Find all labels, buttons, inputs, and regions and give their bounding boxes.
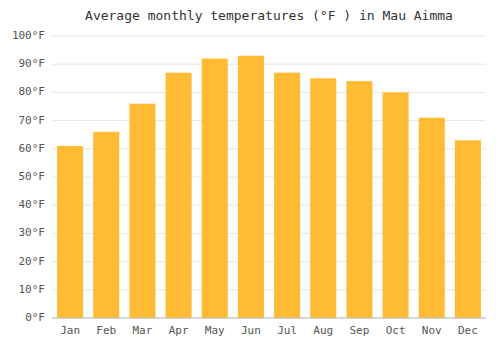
x-axis-line [52,318,486,319]
bar [419,118,445,318]
x-tick-label: Jul [277,324,297,337]
y-tick-label: 70°F [19,114,46,127]
x-tick-label: Jun [241,324,261,337]
x-tick-label: Apr [169,324,189,337]
bars [57,56,481,318]
y-tick-label: 80°F [19,85,46,98]
y-tick-label: 30°F [19,226,46,239]
x-tick-label: Aug [313,324,333,337]
x-tick-label: Nov [422,324,442,337]
bar [238,56,264,318]
bar [129,104,155,318]
y-tick-label: 90°F [19,57,46,70]
chart: 0°F 10°F 20°F 30°F 40°F 50°F 60°F 70°F 80°F 90°F 1… [0,0,500,350]
x-tick-label: Mar [132,324,152,337]
grid-line [52,36,486,37]
bar [166,73,192,318]
bar [57,146,83,318]
page: {"chart_data": {"type": "bar", "title": … [0,0,500,350]
x-axis: Jan Feb Mar Apr May Jun Jul Aug Sep Oct Nov Dec [52,318,486,337]
y-tick-label: 50°F [19,170,46,183]
x-tick-label: Sep [349,324,369,337]
x-tick-label: Feb [96,324,116,337]
grid-line [52,64,486,65]
y-tick-label: 100°F [12,29,45,42]
title: Average monthly temperatures (°F ) in Ma… [85,8,453,23]
y-axis: 0°F 10°F 20°F 30°F 40°F 50°F 60°F 70°F 80°F 90°F 1… [12,29,45,324]
x-tick-label: Dec [458,324,478,337]
grid-line [52,318,486,319]
y-tick-label: 20°F [19,255,46,268]
grid-line [52,92,486,93]
x-tick-label: May [205,324,225,337]
bar [93,132,119,318]
bar [274,73,300,318]
y-tick-label: 10°F [19,283,46,296]
x-tick-label: Jan [60,324,80,337]
x-tick-label: Oct [386,324,406,337]
bar [202,59,228,318]
bar [455,140,481,318]
y-tick-label: 0°F [25,311,45,324]
grid [52,36,486,318]
bar [310,78,336,318]
y-tick-label: 40°F [19,198,46,211]
bar [346,81,372,318]
bar [383,92,409,318]
chart-container: 0°F 10°F 20°F 30°F 40°F 50°F 60°F 70°F 80°F 90°F 1… [0,0,500,350]
y-tick-label: 60°F [19,142,46,155]
